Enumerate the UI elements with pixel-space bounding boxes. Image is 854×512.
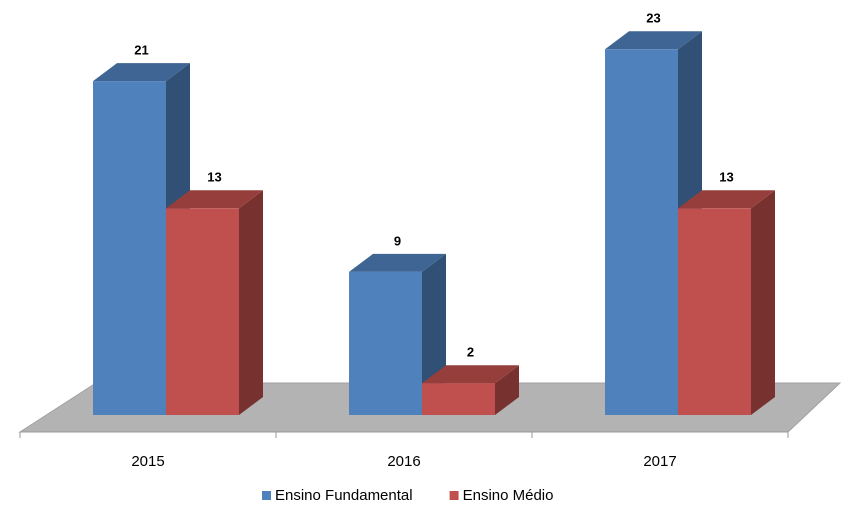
value-label: 9 <box>394 233 401 248</box>
value-label: 23 <box>646 11 660 26</box>
bar <box>93 81 166 415</box>
x-tick-label: 2016 <box>387 453 420 470</box>
value-label: 13 <box>719 170 733 185</box>
value-label: 21 <box>134 43 148 58</box>
bar <box>349 271 422 415</box>
bar <box>422 383 495 415</box>
bar <box>166 208 239 415</box>
bar-top <box>93 63 190 82</box>
value-label: 2 <box>467 345 474 360</box>
bar-side <box>751 190 775 415</box>
legend-label: Ensino Médio <box>463 487 554 504</box>
legend-swatch <box>449 491 459 500</box>
legend-swatch <box>262 491 271 500</box>
bar-top <box>605 31 702 50</box>
x-tick-label: 2017 <box>643 453 676 470</box>
legend-label: Ensino Fundamental <box>275 487 413 504</box>
value-label: 13 <box>207 170 221 185</box>
bar <box>605 49 678 416</box>
x-tick-label: 2015 <box>131 453 164 470</box>
bar-top <box>166 190 263 209</box>
bar-side <box>239 190 263 415</box>
bar <box>678 208 751 415</box>
bar-side <box>495 365 519 415</box>
bar-top <box>678 190 775 209</box>
bar-top <box>422 365 519 384</box>
bar-top <box>349 253 446 272</box>
